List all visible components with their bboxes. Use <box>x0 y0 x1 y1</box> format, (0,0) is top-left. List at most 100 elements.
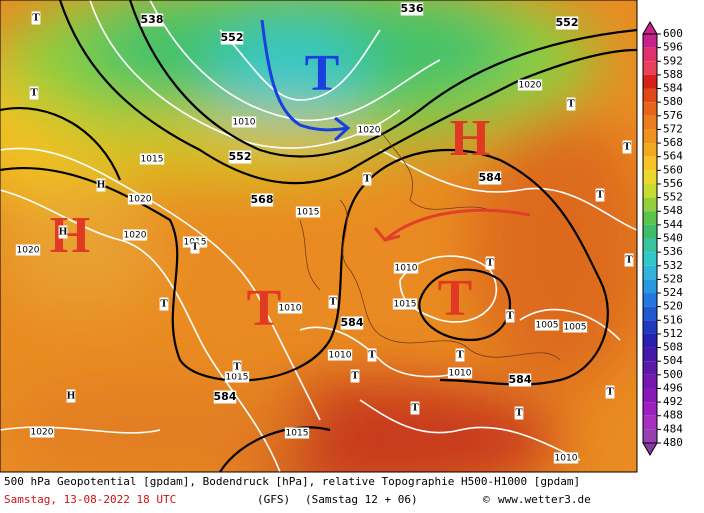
small-system: T <box>329 296 337 308</box>
legend-swatch <box>643 320 657 334</box>
legend-swatch <box>643 47 657 62</box>
pressure-label-bg <box>15 244 41 256</box>
pressure-label-bg <box>553 452 579 464</box>
coastlines <box>299 129 561 361</box>
pressure-label: 1010 <box>279 304 302 314</box>
footer-site: www.wetter3.de <box>498 493 591 506</box>
legend-tick-label: 592 <box>663 54 683 67</box>
geopotential-label-bg <box>508 373 532 387</box>
small-system-bg <box>624 253 634 267</box>
small-system: T <box>30 87 38 99</box>
geopotential-label-bg <box>400 2 424 16</box>
legend-swatch <box>643 333 657 348</box>
legend-swatch <box>643 279 657 294</box>
small-system: T <box>606 386 614 398</box>
pressure-label: 1015 <box>394 300 417 310</box>
pressure-label: 1020 <box>519 81 542 91</box>
geopotential-label: 552 <box>229 150 252 163</box>
legend-swatch <box>643 88 657 103</box>
small-system: H <box>67 390 76 402</box>
small-system: T <box>567 98 575 110</box>
geopotential-label: 584 <box>214 390 237 403</box>
small-system-bg <box>595 188 605 202</box>
small-system: T <box>596 189 604 201</box>
small-system: T <box>515 407 523 419</box>
legend-tick-label: 588 <box>663 68 683 81</box>
small-system-bg <box>605 385 615 399</box>
small-system-bg <box>514 406 524 420</box>
small-system: T <box>506 310 514 322</box>
red-system: T <box>438 270 473 327</box>
legend-tick-label: 568 <box>663 136 683 149</box>
small-system: T <box>32 12 40 24</box>
legend-tick-label: 600 <box>663 27 683 40</box>
legend-tick-label: 488 <box>663 409 683 422</box>
legend-swatch <box>643 361 657 375</box>
legend-tick-label: 484 <box>663 422 683 435</box>
legend-tick-label: 524 <box>663 286 683 299</box>
pressure-label: 1015 <box>286 429 309 439</box>
geopotential-label: 552 <box>556 16 579 29</box>
red-system: T <box>247 280 282 337</box>
legend-tick-label: 496 <box>663 381 683 394</box>
legend-tick-label: 584 <box>663 82 683 95</box>
footer-date: Samstag, 13-08-2022 18 UTC <box>4 493 176 506</box>
legend-tick-label: 532 <box>663 259 683 272</box>
pressure-label-bg <box>356 124 382 136</box>
footer-run: (Samstag 12 + 06) <box>305 493 418 506</box>
geopotential-label-bg <box>228 150 252 164</box>
legend-swatch <box>643 374 657 389</box>
geopotential-label-bg <box>478 171 502 185</box>
color-fields <box>0 0 637 472</box>
legend-swatch <box>643 265 657 280</box>
small-system-bg <box>29 86 39 100</box>
color-legend: 6005965925885845805765725685645605565525… <box>642 21 683 456</box>
legend-tick-label: 528 <box>663 272 683 285</box>
pressure-label: 1020 <box>124 231 147 241</box>
pressure-label-bg <box>392 298 418 310</box>
pressure-label: 1005 <box>536 321 559 331</box>
pressure-label: 1020 <box>31 428 54 438</box>
legend-swatch <box>643 34 657 48</box>
small-system-bg <box>455 348 465 362</box>
legend-tick-label: 596 <box>663 41 683 54</box>
legend-tick-label: 580 <box>663 95 683 108</box>
legend-tick-label: 560 <box>663 163 683 176</box>
pressure-label-bg <box>139 153 165 165</box>
pressure-label: 1020 <box>358 126 381 136</box>
geopotential-label-bg <box>140 13 164 27</box>
map-area <box>0 0 637 472</box>
pressure-label: 1010 <box>555 454 578 464</box>
footer-copyright: © <box>483 493 490 506</box>
small-system-bg <box>350 369 360 383</box>
pressure-label-bg <box>393 262 419 274</box>
pressure-label-bg <box>127 193 153 205</box>
small-system-bg <box>566 97 576 111</box>
legend-tick-label: 512 <box>663 327 683 340</box>
legend-swatch <box>643 306 657 321</box>
red-system: H <box>450 110 490 167</box>
pressure-label: 1020 <box>17 246 40 256</box>
legend-swatch <box>643 102 657 116</box>
small-system-bg <box>485 256 495 270</box>
legend-swatch <box>643 388 657 403</box>
legend-tick-label: 572 <box>663 122 683 135</box>
geopotential-label-bg <box>340 316 364 330</box>
legend-swatch <box>643 143 657 157</box>
geopotential-label-bg <box>250 193 274 207</box>
small-system-bg <box>410 401 420 415</box>
legend-tick-label: 548 <box>663 204 683 217</box>
legend-swatch <box>643 156 657 171</box>
pressure-label: 1005 <box>564 323 587 333</box>
small-system: H <box>97 179 106 191</box>
legend-swatch <box>643 197 657 212</box>
legend-swatch <box>643 224 657 239</box>
geopotential-label-bg <box>220 31 244 45</box>
geopotential-label: 552 <box>221 31 244 44</box>
legend-tick-label: 520 <box>663 300 683 313</box>
legend-swatch <box>643 129 657 144</box>
legend-swatch <box>643 402 657 416</box>
small-system: T <box>623 141 631 153</box>
pressure-label: 1020 <box>129 195 152 205</box>
geopotential-label: 536 <box>401 2 424 15</box>
